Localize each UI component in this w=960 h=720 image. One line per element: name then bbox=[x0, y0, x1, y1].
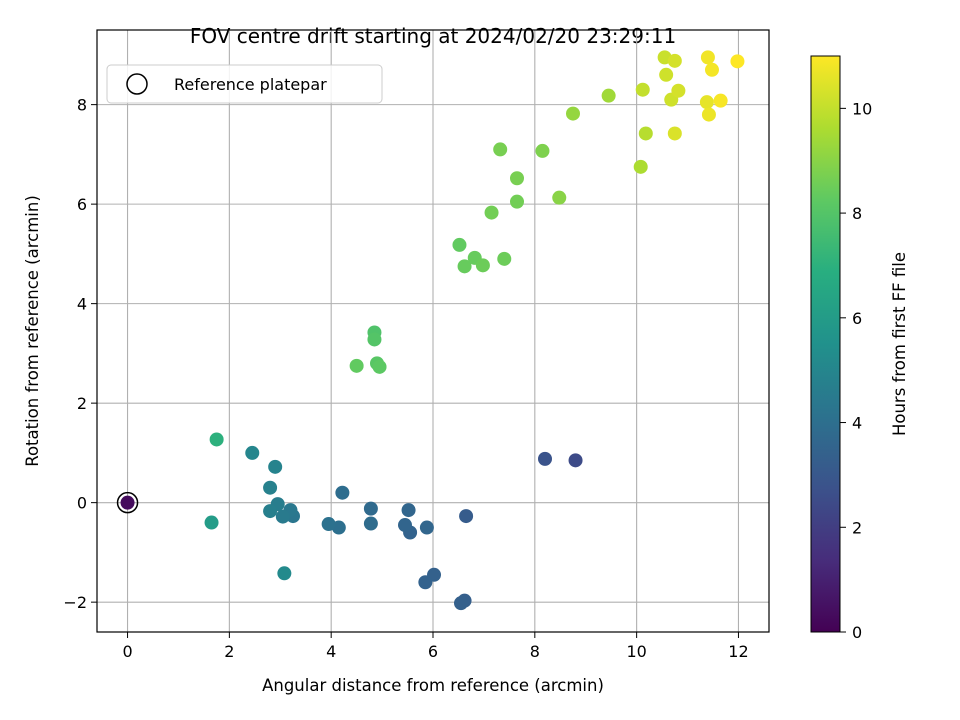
x-tick-label: 12 bbox=[728, 642, 748, 661]
colorbar-tick-label: 4 bbox=[852, 414, 862, 433]
colorbar-ticks: 0 2 4 6 8 10 bbox=[840, 99, 872, 642]
colorbar-tick-label: 0 bbox=[852, 623, 862, 642]
legend: Reference platepar bbox=[106, 64, 383, 104]
data-point bbox=[671, 83, 686, 98]
data-point bbox=[263, 480, 278, 495]
data-point bbox=[245, 445, 260, 460]
data-point bbox=[497, 251, 512, 266]
data-point bbox=[700, 50, 715, 65]
data-point bbox=[335, 485, 350, 500]
data-point bbox=[363, 516, 378, 531]
data-point bbox=[459, 509, 474, 524]
data-point bbox=[667, 53, 682, 68]
data-point bbox=[454, 596, 468, 611]
data-point bbox=[484, 205, 499, 220]
x-tick-label: 10 bbox=[626, 642, 646, 661]
legend-entry-reference: Reference platepar bbox=[174, 75, 327, 94]
plot-area: 0 2 4 6 8 10 12 −2 0 2 4 6 8 bbox=[63, 29, 770, 661]
data-point bbox=[401, 503, 416, 518]
y-tick-label: 2 bbox=[77, 394, 87, 413]
legend-marker-icon bbox=[126, 73, 148, 95]
data-point bbox=[730, 54, 745, 69]
data-point bbox=[552, 190, 567, 205]
data-point bbox=[566, 106, 580, 121]
data-point bbox=[633, 159, 648, 174]
data-point bbox=[601, 88, 616, 103]
data-point bbox=[419, 520, 434, 535]
data-point bbox=[209, 432, 224, 447]
data-point bbox=[263, 504, 278, 519]
data-point bbox=[704, 62, 719, 77]
data-point bbox=[493, 142, 508, 157]
data-point bbox=[277, 566, 292, 581]
x-axis-label: Angular distance from reference (arcmin) bbox=[262, 676, 604, 695]
data-point bbox=[275, 509, 290, 524]
x-tick-label: 4 bbox=[326, 642, 336, 661]
data-point bbox=[638, 126, 653, 141]
x-tick-label: 2 bbox=[224, 642, 234, 661]
y-tick-label: 0 bbox=[77, 494, 87, 513]
colorbar-label: Hours from first FF file bbox=[890, 252, 909, 436]
data-point bbox=[667, 126, 682, 141]
data-point bbox=[398, 518, 412, 533]
y-axis-label: Rotation from reference (arcmin) bbox=[23, 195, 42, 467]
x-tick-label: 8 bbox=[530, 642, 540, 661]
y-tick-label: 6 bbox=[77, 195, 87, 214]
data-point bbox=[659, 67, 674, 82]
data-point bbox=[701, 107, 716, 122]
data-point bbox=[568, 453, 583, 468]
data-point bbox=[363, 501, 378, 516]
data-point bbox=[367, 332, 382, 347]
x-tick-label: 0 bbox=[122, 642, 132, 661]
data-point bbox=[635, 82, 650, 97]
data-point bbox=[510, 194, 524, 209]
y-tick-label: 4 bbox=[77, 295, 87, 314]
data-point bbox=[457, 259, 472, 274]
data-point bbox=[699, 95, 714, 110]
data-point bbox=[120, 495, 135, 510]
legend-box bbox=[106, 64, 383, 104]
colorbar-tick-label: 2 bbox=[852, 518, 862, 537]
colorbar: 0 2 4 6 8 10 Hours from first FF file bbox=[810, 55, 909, 642]
data-point bbox=[268, 459, 283, 474]
data-point bbox=[510, 171, 524, 186]
data-point bbox=[475, 258, 490, 273]
reference-platepar-marker bbox=[116, 491, 139, 514]
colorbar-tick-label: 10 bbox=[852, 99, 872, 118]
colorbar-gradient bbox=[810, 55, 841, 633]
y-tick-label: 8 bbox=[77, 96, 87, 115]
grid-lines bbox=[97, 30, 769, 632]
data-point bbox=[418, 575, 433, 590]
colorbar-tick-label: 8 bbox=[852, 204, 862, 223]
data-point bbox=[538, 451, 552, 466]
y-tick-label: −2 bbox=[63, 593, 87, 612]
data-point bbox=[452, 237, 467, 252]
data-point bbox=[535, 143, 550, 158]
data-point bbox=[713, 93, 728, 108]
data-point bbox=[321, 517, 336, 532]
data-point bbox=[349, 358, 364, 373]
x-tick-label: 6 bbox=[428, 642, 438, 661]
data-point bbox=[204, 515, 219, 530]
data-points bbox=[120, 50, 745, 611]
x-axis-ticks: 0 2 4 6 8 10 12 bbox=[122, 632, 749, 661]
colorbar-tick-label: 6 bbox=[852, 309, 862, 328]
y-axis-ticks: −2 0 2 4 6 8 bbox=[63, 96, 97, 612]
data-point bbox=[372, 359, 387, 374]
reference-marker bbox=[116, 491, 139, 514]
